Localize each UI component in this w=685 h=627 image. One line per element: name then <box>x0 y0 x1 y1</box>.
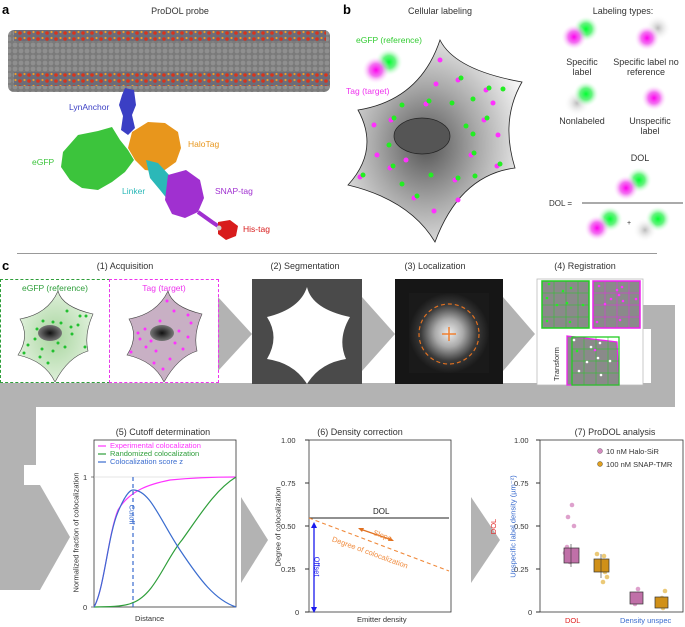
dol-numerator-icon <box>613 167 652 201</box>
step-acquisition-title: (1) Acquisition <box>96 261 154 271</box>
p5-ylabel: Normalized fraction of colocalization <box>71 472 81 593</box>
p6-xlabel: Emitter density <box>357 615 407 624</box>
legend-score: Colocalization score z <box>110 457 183 466</box>
legend-randomized: Randomized colocalization <box>110 449 200 458</box>
panel-b-title: Cellular labeling <box>407 6 473 16</box>
workflow-arrows <box>0 297 675 590</box>
section-divider <box>17 253 657 254</box>
type-label-specific-no-reference: Specific label no reference <box>613 57 679 77</box>
label-halotag: HaloTag <box>188 139 220 149</box>
labeling-type-unspecific-icon <box>641 85 667 111</box>
label-lyn-anchor: LynAnchor <box>69 102 110 112</box>
labeling-types-title: Labeling types: <box>592 6 654 16</box>
type-label-unspecific: Unspecific label <box>629 116 671 136</box>
his-tag-protein <box>218 220 238 240</box>
tag-target-label: Tag (target) <box>346 86 390 96</box>
p7-ytick-100: 1.00 <box>514 436 529 445</box>
dol-title: DOL <box>630 153 650 163</box>
label-linker: Linker <box>122 186 146 196</box>
step-density-title: (6) Density correction <box>317 427 403 437</box>
lyn-anchor-protein <box>119 88 136 135</box>
labeling-type-specific-no-ref-icon <box>634 15 671 51</box>
dol-equals: DOL = <box>549 199 573 208</box>
p6-ytick-050: 0.50 <box>281 522 296 531</box>
legend-halo-sir: 10 nM Halo-SiR <box>606 447 659 456</box>
localization-spot <box>395 279 503 384</box>
cell-emitters <box>357 57 506 214</box>
p7-xcat-dol: DOL <box>565 616 581 625</box>
halotag-protein <box>128 122 181 172</box>
registration-grids: Transform <box>536 278 644 386</box>
panel-a-letter: a <box>2 2 10 17</box>
panel-c-letter: c <box>2 258 10 273</box>
p5-xlabel: Distance <box>135 614 165 623</box>
panel-b-letter: b <box>343 2 351 17</box>
legend-snap-tmr: 100 nM SNAP-TMR <box>606 460 673 469</box>
p5-ytick-0: 0 <box>83 603 88 612</box>
prodol-probe-illustration <box>8 30 330 240</box>
acquisition-tag-label: Tag (target) <box>142 283 186 293</box>
legend-experimental: Experimental colocalization <box>110 441 201 450</box>
dol-denominator-nonlabeled-icon <box>633 206 671 242</box>
p6-offset-label: Offset <box>312 556 322 577</box>
egfp-protein <box>61 127 134 190</box>
prodol-chart <box>536 439 684 613</box>
transform-label: Transform <box>552 347 561 381</box>
dol-denominator-specific-icon <box>584 206 623 241</box>
p6-ylabel: Degree of colocalization <box>273 486 283 567</box>
p6-dol-label: DOL <box>373 507 390 516</box>
dol-plus: + <box>627 220 632 227</box>
p6-ytick-0: 0 <box>295 608 300 617</box>
snap-tag-protein <box>165 170 204 218</box>
labeling-type-nonlabeled-icon <box>564 81 599 116</box>
segmentation-mask <box>252 279 362 384</box>
acquisition-cells <box>17 290 203 383</box>
step-localization-title: (3) Localization <box>404 261 466 271</box>
label-his-tag: His-tag <box>243 224 270 234</box>
p7-ytick-025: 0.25 <box>514 565 529 574</box>
p7-ylabel-dol: DOL <box>489 518 499 535</box>
panel-a-title: ProDOL probe <box>151 6 209 16</box>
p7-ytick-075: 0.75 <box>514 479 529 488</box>
acquisition-egfp-label: eGFP (reference) <box>22 283 88 293</box>
step-cutoff-title: (5) Cutoff determination <box>115 427 211 437</box>
step-prodol-title: (7) ProDOL analysis <box>574 427 656 437</box>
cutoff-label: Cutoff <box>127 504 137 525</box>
cellular-labeling-illustration <box>347 15 683 243</box>
p6-ytick-100: 1.00 <box>281 436 296 445</box>
step-segmentation-title: (2) Segmentation <box>270 261 340 271</box>
step-registration-title: (4) Registration <box>554 261 616 271</box>
cutoff-chart <box>91 439 237 608</box>
egfp-reference-label: eGFP (reference) <box>356 35 422 45</box>
membrane <box>8 30 330 92</box>
p5-ytick-1: 1 <box>83 473 88 482</box>
labeling-type-specific-icon <box>561 16 599 50</box>
cell-nucleus <box>393 117 451 155</box>
label-snap-tag: SNAP-tag <box>215 186 253 196</box>
p7-ytick-050: 0.50 <box>514 522 529 531</box>
p7-ytick-0: 0 <box>528 608 533 617</box>
density-chart <box>305 439 452 613</box>
p6-ytick-075: 0.75 <box>281 479 296 488</box>
type-label-nonlabeled: Nonlabeled <box>559 116 605 126</box>
type-label-specific: Specific label <box>566 57 598 77</box>
p7-ylabel-unspec: Unspecific label density (µm⁻²) <box>508 475 518 578</box>
p6-ytick-025: 0.25 <box>281 565 296 574</box>
label-egfp: eGFP <box>32 157 55 167</box>
p7-xcat-density: Density unspec <box>620 616 672 625</box>
